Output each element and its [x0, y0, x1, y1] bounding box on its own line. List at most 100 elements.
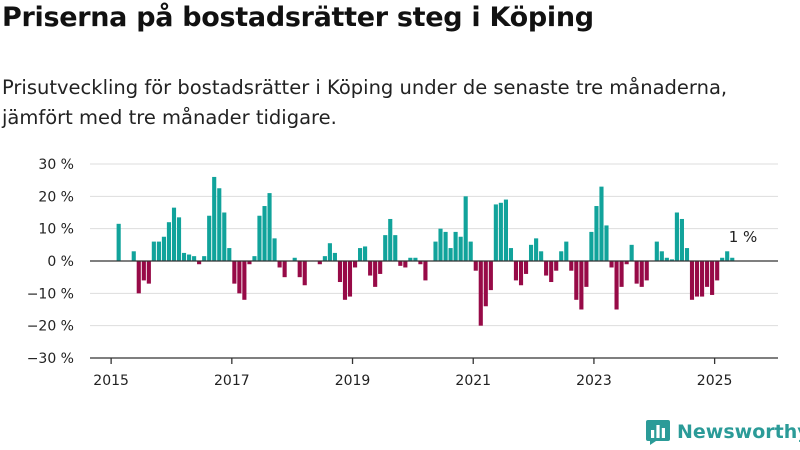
- bar: [564, 241, 569, 261]
- bar: [292, 257, 297, 261]
- bar: [544, 261, 549, 276]
- bar: [473, 261, 478, 271]
- x-tick-label: 2021: [455, 373, 491, 389]
- bar: [217, 188, 222, 261]
- bar: [448, 248, 453, 261]
- bar: [644, 261, 649, 281]
- bar: [579, 261, 584, 310]
- x-axis: 2015 2017 2019 2021 2023 2025: [90, 357, 778, 389]
- bar: [513, 261, 519, 281]
- bar: [398, 261, 403, 266]
- bar: [388, 218, 393, 261]
- bar: [181, 252, 187, 261]
- bar-chart-logo-icon: [646, 420, 670, 445]
- bar: [302, 261, 307, 286]
- bar: [654, 241, 659, 261]
- bar: [161, 236, 166, 261]
- bar: [523, 261, 529, 274]
- bar: [171, 207, 177, 261]
- x-tick-label: 2017: [214, 373, 250, 389]
- bar: [332, 252, 337, 261]
- page-subtitle: Prisutveckling för bostadsrätter i Köpin…: [2, 76, 728, 129]
- bar: [609, 261, 614, 268]
- y-tick-label: −30 %: [27, 351, 74, 367]
- bar: [463, 196, 468, 261]
- bar: [559, 251, 564, 261]
- bar: [599, 186, 604, 261]
- bar: [237, 261, 242, 294]
- x-tick-label: 2015: [93, 373, 129, 389]
- bar: [408, 257, 413, 261]
- bar: [212, 176, 217, 261]
- bar: [634, 261, 639, 284]
- bar: [116, 223, 121, 261]
- bar: [272, 238, 277, 261]
- bar: [574, 261, 579, 300]
- bar: [352, 261, 358, 268]
- bar: [363, 246, 368, 261]
- bar: [498, 202, 503, 261]
- bar: [413, 257, 418, 261]
- bar: [624, 261, 629, 265]
- bar: [252, 256, 257, 261]
- brand-logo: Newsworthy: [645, 419, 800, 445]
- bar: [418, 261, 423, 265]
- bar: [528, 244, 534, 261]
- bar: [327, 243, 332, 261]
- bar: [262, 206, 267, 261]
- bar: [664, 257, 669, 261]
- bar: [347, 261, 353, 297]
- bar: [554, 261, 559, 271]
- page-title: Priserna på bostadsrätter steg i Köping: [2, 2, 594, 33]
- y-tick-label: 30 %: [38, 157, 74, 173]
- bar: [141, 261, 146, 281]
- bar: [277, 261, 282, 268]
- bar: [267, 193, 272, 261]
- bar: [378, 261, 383, 274]
- y-tick-label: 0 %: [47, 254, 74, 270]
- bar: [468, 241, 473, 261]
- bar: [358, 248, 363, 261]
- bar: [242, 261, 247, 300]
- bar: [614, 261, 619, 310]
- bar: [176, 217, 182, 261]
- bar: [725, 251, 730, 261]
- bar: [503, 199, 509, 261]
- x-tick-label: 2025: [697, 373, 733, 389]
- bar: [227, 248, 232, 261]
- bar: [131, 251, 136, 261]
- bar: [337, 261, 343, 283]
- bar: [684, 248, 690, 261]
- bar: [403, 261, 408, 268]
- bar: [730, 257, 735, 261]
- bar: [156, 241, 161, 261]
- bar: [197, 261, 202, 265]
- bar: [483, 261, 488, 307]
- bar: [569, 261, 574, 271]
- bar: [136, 261, 141, 294]
- bar: [715, 261, 720, 281]
- x-tick-label: 2019: [335, 373, 371, 389]
- bar: [705, 261, 710, 287]
- bar: [282, 261, 287, 278]
- bar: [518, 261, 524, 286]
- bar: [322, 256, 327, 261]
- bar: [604, 225, 609, 261]
- bar: [508, 248, 514, 261]
- bar: [146, 261, 151, 284]
- last-value-annotation: 1 %: [729, 228, 758, 246]
- y-tick-label: −10 %: [27, 286, 74, 302]
- bar: [151, 241, 156, 261]
- bar: [669, 259, 674, 261]
- bar: [433, 241, 438, 261]
- bar: [594, 206, 599, 261]
- bar: [478, 261, 483, 326]
- bar: [674, 212, 679, 261]
- bar: [192, 256, 197, 261]
- bar: [589, 231, 594, 261]
- bar: [700, 261, 705, 297]
- bar: [539, 251, 544, 261]
- bar: [584, 261, 589, 287]
- bar: [493, 204, 498, 261]
